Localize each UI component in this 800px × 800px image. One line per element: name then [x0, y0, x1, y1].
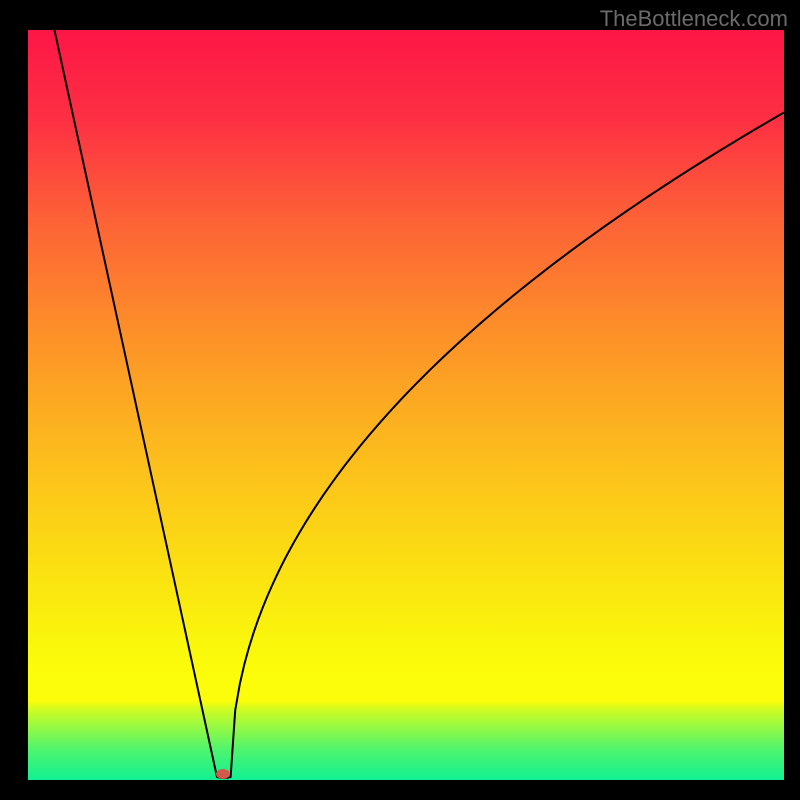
curve-svg: [28, 30, 784, 780]
curve-path: [54, 30, 784, 778]
watermark-text: TheBottleneck.com: [600, 6, 788, 32]
plot-area: [28, 30, 784, 780]
chart-container: TheBottleneck.com: [0, 0, 800, 800]
minimum-marker: [216, 769, 230, 779]
